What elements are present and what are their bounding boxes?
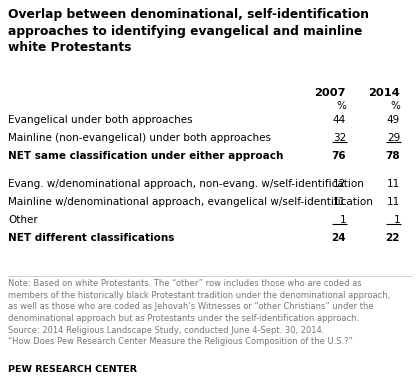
Text: 76: 76 [331,151,346,161]
Text: NET different classifications: NET different classifications [8,233,174,243]
Text: %: % [390,101,400,111]
Text: 22: 22 [386,233,400,243]
Text: Note: Based on white Protestants. The “other” row includes those who are coded a: Note: Based on white Protestants. The “o… [8,279,390,346]
Text: 78: 78 [386,151,400,161]
Text: 2007: 2007 [315,88,346,98]
Text: Mainline (non-evangelical) under both approaches: Mainline (non-evangelical) under both ap… [8,133,271,143]
Text: Evang. w/denominational approach, non-evang. w/self-identification: Evang. w/denominational approach, non-ev… [8,179,364,189]
Text: %: % [336,101,346,111]
Text: NET same classification under either approach: NET same classification under either app… [8,151,284,161]
Text: 11: 11 [387,197,400,207]
Text: 32: 32 [333,133,346,143]
Text: 29: 29 [387,133,400,143]
Text: Other: Other [8,215,38,225]
Text: 2014: 2014 [368,88,400,98]
Text: 12: 12 [333,179,346,189]
Text: Overlap between denominational, self-identification
approaches to identifying ev: Overlap between denominational, self-ide… [8,8,369,54]
Text: 11: 11 [333,197,346,207]
Text: 24: 24 [331,233,346,243]
Text: 1: 1 [394,215,400,225]
Text: 49: 49 [387,115,400,125]
Text: 1: 1 [339,215,346,225]
Text: Mainline w/denominational approach, evangelical w/self-identification: Mainline w/denominational approach, evan… [8,197,373,207]
Text: Evangelical under both approaches: Evangelical under both approaches [8,115,193,125]
Text: 44: 44 [333,115,346,125]
Text: PEW RESEARCH CENTER: PEW RESEARCH CENTER [8,365,137,374]
Text: 11: 11 [387,179,400,189]
